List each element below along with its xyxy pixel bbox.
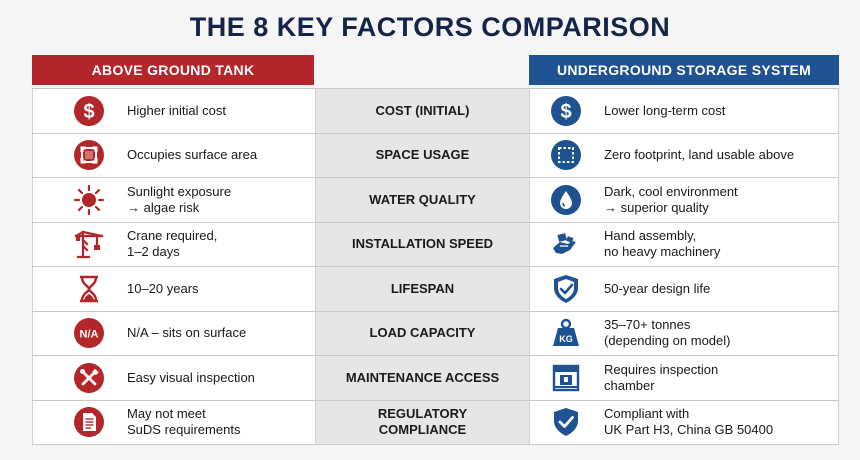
table-row: May not meet SuDS requirements REGULATOR… xyxy=(32,400,839,445)
water-drop-icon xyxy=(550,184,582,216)
dollar-icon: $ xyxy=(550,95,582,127)
document-icon xyxy=(73,406,105,438)
dollar-icon: $ xyxy=(73,95,105,127)
table-row: Easy visual inspection MAINTENANCE ACCES… xyxy=(32,356,839,401)
underground-text: Hand assembly, no heavy machinery xyxy=(604,228,721,260)
above-ground-text: N/A – sits on surface xyxy=(127,325,247,341)
tools-icon xyxy=(73,362,105,394)
factor-label: INSTALLATION SPEED xyxy=(316,222,529,266)
weight-icon-label: KG xyxy=(559,334,573,344)
underground-text: Lower long-term cost xyxy=(604,102,726,118)
underground-text: 35–70+ tonnes (depending on model) xyxy=(604,317,731,349)
above-ground-cell: Occupies surface area xyxy=(32,133,316,177)
inspection-chamber-icon xyxy=(550,362,582,394)
factor-label: REGULATORY COMPLIANCE xyxy=(316,400,529,444)
above-ground-text: May not meet SuDS requirements xyxy=(127,406,241,438)
underground-text: Dark, cool environment → superior qualit… xyxy=(604,183,738,215)
factor-label: COST (INITIAL) xyxy=(316,89,529,133)
above-ground-text: Occupies surface area xyxy=(127,147,258,163)
underground-cell: Compliant with UK Part H3, China GB 5040… xyxy=(529,400,839,444)
above-ground-cell: 10–20 years xyxy=(32,267,316,311)
weight-icon: KG xyxy=(550,317,582,349)
underground-text: 50-year design life xyxy=(604,280,711,296)
table-row: 10–20 years LIFESPAN 50-year design life xyxy=(32,267,839,312)
underground-text: Compliant with UK Part H3, China GB 5040… xyxy=(604,406,774,438)
underground-cell: Requires inspection chamber xyxy=(529,356,839,400)
underground-cell: Dark, cool environment → superior qualit… xyxy=(529,178,839,222)
factor-label: SPACE USAGE xyxy=(316,133,529,177)
underground-text: Requires inspection chamber xyxy=(604,361,719,393)
svg-text:$: $ xyxy=(83,101,94,123)
above-ground-text: Crane required, 1–2 days xyxy=(127,228,218,260)
underground-text: Zero footprint, land usable above xyxy=(604,147,795,163)
underground-cell: $ Lower long-term cost xyxy=(529,89,839,133)
above-ground-cell: Sunlight exposure → algae risk xyxy=(32,178,316,222)
above-ground-cell: May not meet SuDS requirements xyxy=(32,400,316,444)
shield-check-icon xyxy=(550,406,582,438)
above-ground-cell: Crane required, 1–2 days xyxy=(32,222,316,266)
crane-icon xyxy=(73,228,105,260)
shield-check-icon xyxy=(550,273,582,305)
table-row: Sunlight exposure → algae risk WATER QUA… xyxy=(32,178,839,223)
table-row: N/A N/A – sits on surface LOAD CAPACITY … xyxy=(32,311,839,356)
above-ground-text: Higher initial cost xyxy=(127,102,226,118)
above-ground-text: Sunlight exposure → algae risk xyxy=(127,183,232,215)
factor-label: MAINTENANCE ACCESS xyxy=(316,356,529,400)
above-ground-text: 10–20 years xyxy=(127,280,199,296)
hand-assembly-icon xyxy=(550,228,582,260)
header-underground: UNDERGROUND STORAGE SYSTEM xyxy=(529,55,839,85)
factor-label: LIFESPAN xyxy=(316,267,529,311)
sun-icon xyxy=(73,184,105,216)
hourglass-icon xyxy=(73,273,105,305)
underground-cell: KG 35–70+ tonnes (depending on model) xyxy=(529,311,839,355)
table-row: Crane required, 1–2 days INSTALLATION SP… xyxy=(32,222,839,267)
above-ground-text: Easy visual inspection xyxy=(127,369,255,385)
factor-label: WATER QUALITY xyxy=(316,178,529,222)
page-title: THE 8 KEY FACTORS COMPARISON xyxy=(189,12,671,42)
underground-cell: 50-year design life xyxy=(529,267,839,311)
zero-footprint-icon xyxy=(550,139,582,171)
na-icon-label: N/A xyxy=(80,329,99,341)
svg-text:$: $ xyxy=(560,101,571,123)
table-row: $ Higher initial cost COST (INITIAL) $ L… xyxy=(32,89,839,134)
underground-cell: Zero footprint, land usable above xyxy=(529,133,839,177)
comparison-table: $ Higher initial cost COST (INITIAL) $ L… xyxy=(32,88,839,445)
na-icon: N/A xyxy=(73,317,105,349)
header-above-ground: ABOVE GROUND TANK xyxy=(32,55,314,85)
above-ground-cell: N/A N/A – sits on surface xyxy=(32,311,316,355)
underground-cell: Hand assembly, no heavy machinery xyxy=(529,222,839,266)
factor-label: LOAD CAPACITY xyxy=(316,311,529,355)
above-ground-cell: $ Higher initial cost xyxy=(32,89,316,133)
surface-area-icon xyxy=(73,139,105,171)
table-row: Occupies surface area SPACE USAGE Zero f… xyxy=(32,133,839,178)
above-ground-cell: Easy visual inspection xyxy=(32,356,316,400)
